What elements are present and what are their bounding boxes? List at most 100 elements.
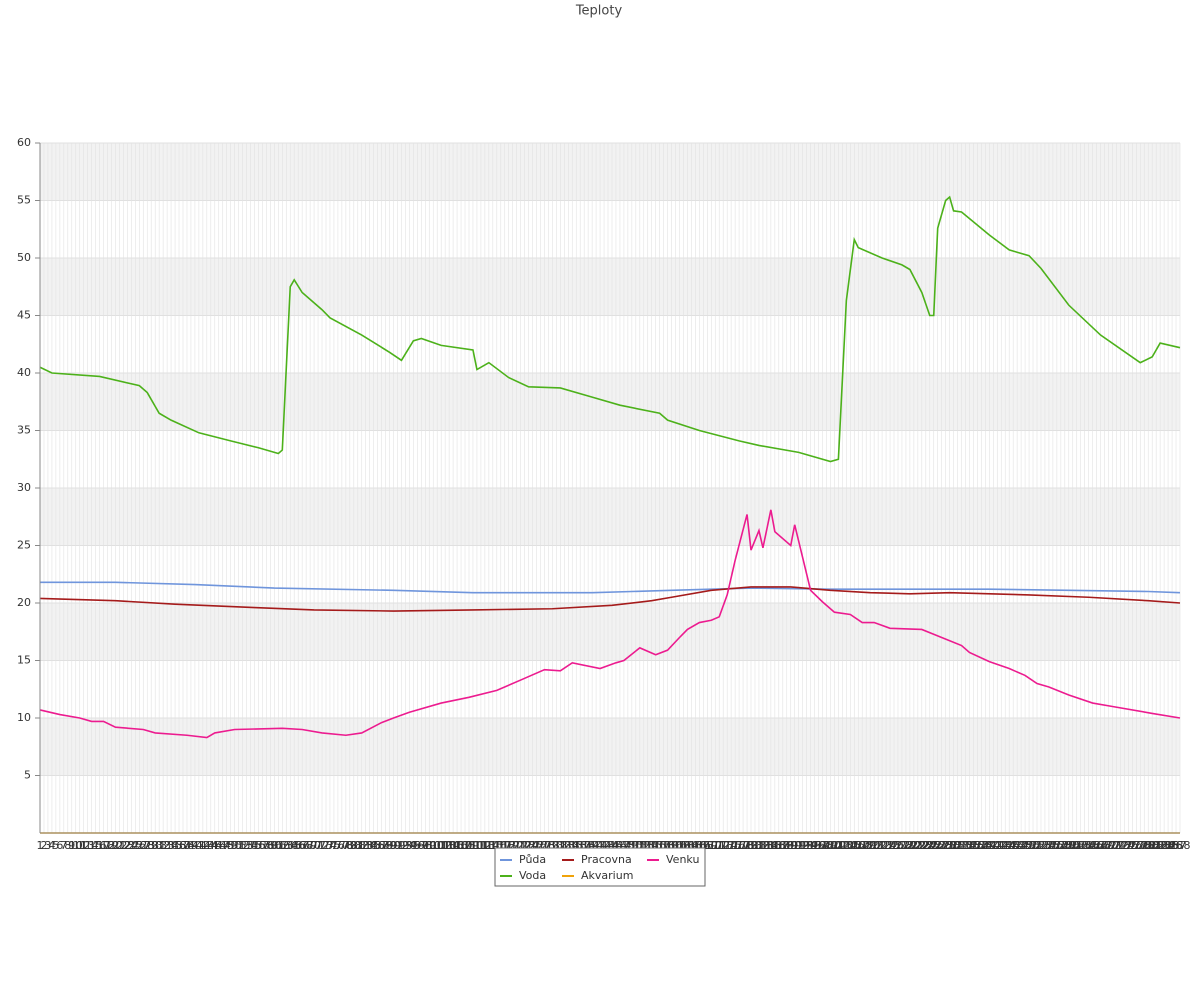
x-tick-label: 21 [112, 839, 126, 852]
x-tick-label: 186 [764, 839, 785, 852]
x-tick-label: 195 [800, 839, 821, 852]
grid-band [40, 718, 1180, 776]
x-tick-label: 6 [56, 839, 63, 852]
x-tick-label: 210 [860, 839, 881, 852]
x-tick-label: 221 [903, 839, 924, 852]
x-tick-label: 80 [347, 839, 361, 852]
x-tick-label: 78 [339, 839, 353, 852]
x-tick-label: 98 [418, 839, 432, 852]
x-tick-label: 208 [852, 839, 873, 852]
x-tick-label: 288 [1170, 839, 1191, 852]
x-tick-label: 108 [455, 839, 476, 852]
x-tick-label: 58 [259, 839, 273, 852]
x-tick-label: 110 [462, 839, 483, 852]
x-tick-label: 228 [931, 839, 952, 852]
x-tick-label: 216 [884, 839, 905, 852]
x-tick-label: 29 [144, 839, 158, 852]
x-tick-label: 83 [359, 839, 373, 852]
x-tick-label: 69 [303, 839, 317, 852]
x-tick-label: 234 [955, 839, 976, 852]
x-tick-label: 191 [784, 839, 805, 852]
x-tick-label: 48 [220, 839, 234, 852]
legend-label: Voda [519, 869, 546, 882]
y-tick-label: 20 [17, 596, 31, 609]
x-tick-label: 213 [872, 839, 893, 852]
x-tick-label: 175 [721, 839, 742, 852]
grid-band [40, 603, 1180, 661]
y-tick-label: 25 [17, 539, 31, 552]
x-tick-label: 174 [717, 839, 738, 852]
x-tick-label: 13 [81, 839, 95, 852]
x-tick-label: 173 [713, 839, 734, 852]
y-tick-label: 10 [17, 711, 31, 724]
series-line [39, 586, 1181, 612]
x-tick-label: 217 [887, 839, 908, 852]
x-tick-label: 79 [343, 839, 357, 852]
x-tick-label: 265 [1078, 839, 1099, 852]
x-tick-label: 209 [856, 839, 877, 852]
x-tick-label: 269 [1094, 839, 1115, 852]
x-tick-label: 190 [780, 839, 801, 852]
x-tick-label: 207 [848, 839, 869, 852]
x-tick-label: 61 [271, 839, 285, 852]
x-tick-label: 1 [37, 839, 44, 852]
x-tick-label: 262 [1066, 839, 1087, 852]
x-tick-label: 240 [979, 839, 1000, 852]
x-tick-label: 103 [435, 839, 456, 852]
x-tick-label: 182 [748, 839, 769, 852]
x-tick-label: 87 [375, 839, 389, 852]
x-tick-label: 284 [1154, 839, 1175, 852]
x-tick-label: 178 [733, 839, 754, 852]
x-tick-label: 264 [1074, 839, 1095, 852]
x-tick-label: 280 [1138, 839, 1159, 852]
x-tick-label: 5 [52, 839, 59, 852]
x-tick-label: 109 [458, 839, 479, 852]
x-tick-label: 3 [44, 839, 51, 852]
legend-label: Akvarium [581, 869, 633, 882]
x-tick-label: 184 [756, 839, 777, 852]
x-tick-label: 89 [383, 839, 397, 852]
x-tick-label: 227 [927, 839, 948, 852]
x-tick-label: 100 [423, 839, 444, 852]
x-tick-label: 200 [820, 839, 841, 852]
x-tick-label: 255 [1038, 839, 1059, 852]
x-tick-label: 101 [427, 839, 448, 852]
y-tick-label: 40 [17, 366, 31, 379]
x-tick-label: 257 [1046, 839, 1067, 852]
x-tick-label: 92 [394, 839, 408, 852]
x-tick-label: 194 [796, 839, 817, 852]
x-tick-label: 76 [331, 839, 345, 852]
x-tick-label: 41 [192, 839, 206, 852]
y-tick-label: 55 [17, 194, 31, 207]
x-tick-label: 62 [275, 839, 289, 852]
x-tick-label: 32 [156, 839, 170, 852]
x-tick-label: 283 [1150, 839, 1171, 852]
x-tick-label: 50 [228, 839, 242, 852]
x-tick-label: 253 [1030, 839, 1051, 852]
x-tick-label: 16 [93, 839, 107, 852]
x-tick-label: 256 [1042, 839, 1063, 852]
x-tick-label: 73 [319, 839, 333, 852]
x-tick-label: 40 [188, 839, 202, 852]
x-tick-label: 177 [729, 839, 750, 852]
x-tick-label: 19 [104, 839, 118, 852]
x-tick-label: 239 [975, 839, 996, 852]
x-tick-label: 14 [85, 839, 99, 852]
x-tick-label: 260 [1058, 839, 1079, 852]
x-tick-label: 229 [935, 839, 956, 852]
x-tick-label: 245 [999, 839, 1020, 852]
x-tick-label: 233 [951, 839, 972, 852]
x-tick-label: 77 [335, 839, 349, 852]
x-tick-label: 94 [402, 839, 416, 852]
x-tick-label: 193 [792, 839, 813, 852]
x-tick-label: 46 [212, 839, 226, 852]
x-tick-label: 7 [60, 839, 67, 852]
x-tick-label: 249 [1015, 839, 1036, 852]
x-tick-label: 44 [204, 839, 218, 852]
x-tick-label: 36 [172, 839, 186, 852]
x-tick-label: 254 [1034, 839, 1055, 852]
x-tick-label: 23 [120, 839, 134, 852]
x-tick-label: 15 [89, 839, 103, 852]
x-tick-label: 102 [431, 839, 452, 852]
